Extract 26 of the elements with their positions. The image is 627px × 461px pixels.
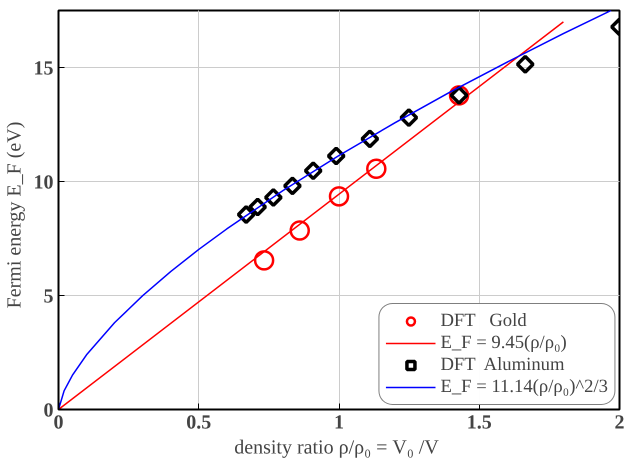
- x-tick-label: 1.5: [466, 412, 492, 434]
- legend-label: DFT Gold: [440, 310, 527, 332]
- legend-label: E_F = 11.14(ρ/ρ₀)^2/3: [440, 376, 608, 398]
- y-tick-label: 5: [44, 286, 54, 308]
- point: [399, 108, 418, 128]
- point: [366, 158, 387, 179]
- point: [326, 146, 346, 166]
- point: [254, 250, 274, 271]
- x-tick-label: 2: [614, 412, 624, 434]
- point: [304, 161, 323, 180]
- x-tick-label: 0.5: [186, 412, 212, 434]
- x-axis-title: density ratio ρ/ρ₀ = V₀ /V: [234, 436, 440, 458]
- point: [516, 54, 535, 74]
- y-tick-label: 15: [34, 58, 54, 80]
- point: [360, 129, 380, 148]
- point: [328, 186, 350, 207]
- point: [236, 205, 256, 224]
- y-tick-label: 10: [34, 172, 54, 194]
- point: [248, 198, 268, 217]
- point: [289, 220, 310, 241]
- point: [264, 188, 283, 207]
- x-tick-label: 1: [334, 412, 344, 434]
- legend-label: DFT Aluminum: [440, 354, 564, 376]
- legend-label: E_F = 9.45(ρ/ρ₀): [440, 332, 567, 354]
- y-axis-title: Fermi energy E_F (eV): [4, 122, 26, 308]
- point: [282, 176, 302, 196]
